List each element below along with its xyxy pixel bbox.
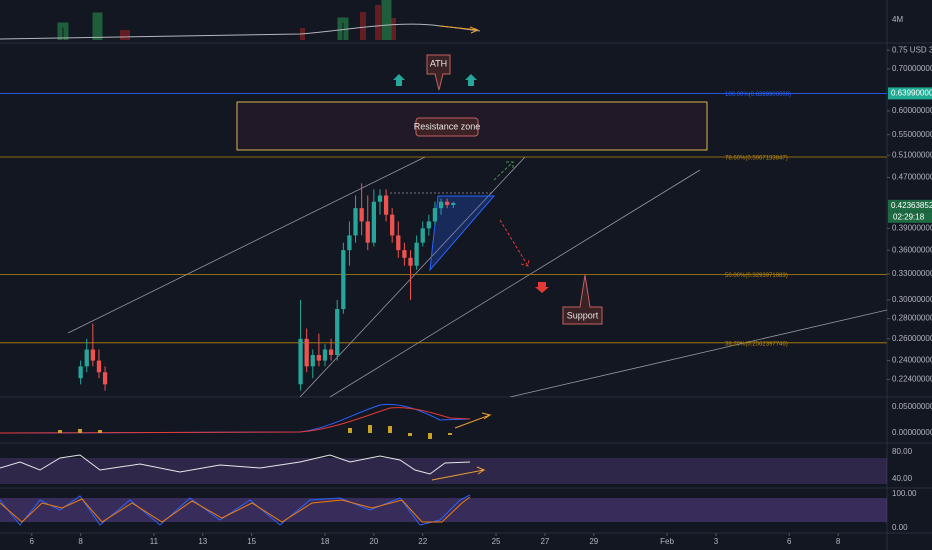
resistance-label: Resistance zone	[414, 121, 481, 131]
x-tick-label: 8	[78, 537, 83, 546]
price-line-label: 50.00%(0.3293971083)	[725, 273, 788, 279]
candle-body	[359, 208, 364, 222]
x-tick-label: 18	[321, 537, 330, 546]
y-tick-label: 0.2400000000	[892, 356, 932, 365]
ath-label: ATH	[430, 58, 447, 68]
macd-scale-label: 0.0500000000	[892, 402, 932, 411]
candle-body	[438, 201, 444, 209]
y-tick-label: 0.3000000000	[892, 295, 932, 304]
rsi-scale-label: 40.00	[892, 474, 913, 483]
candle-body	[341, 250, 346, 310]
candle-body	[78, 366, 83, 379]
x-tick-label: Feb	[660, 537, 674, 546]
price-line-label: 38.20%(0.2562397746)	[725, 341, 788, 347]
candle-body	[96, 360, 102, 373]
x-tick-label: 20	[369, 537, 378, 546]
y-tick-label: 0.3600000000	[892, 245, 932, 254]
candle-body	[445, 201, 450, 205]
candle-body	[402, 250, 407, 258]
candle-body	[347, 235, 352, 251]
timer-badge	[888, 211, 932, 223]
y-tick-label: 0.6000000000	[892, 106, 932, 115]
macd-indicator	[0, 403, 492, 439]
price-badge-label: 0.6399000000	[891, 89, 932, 98]
stoch-scale-label: 100.00	[892, 489, 917, 498]
main-pane: 100.00%(0.6399900000) 78.60%(0.5067133847…	[0, 92, 887, 391]
stoch-scale-label: 0.00	[892, 523, 908, 532]
price-badge-label: 0.4236385266	[891, 201, 932, 210]
candle-body	[310, 355, 315, 367]
y-tick-label: 0.3300000000	[892, 269, 932, 278]
candle-body	[432, 208, 438, 222]
rsi-indicator	[0, 454, 887, 484]
candle-body	[451, 203, 456, 205]
candle-body	[377, 195, 383, 202]
drawings	[67, 54, 887, 397]
y-tick-label: 0.7000000000	[892, 64, 932, 73]
x-tick-label: 27	[540, 537, 549, 546]
y-tick-label: 0.5100000000	[892, 150, 932, 159]
volume-scale-label: 4M	[892, 15, 903, 24]
price-line-label: 100.00%(0.6399900000)	[725, 92, 791, 98]
candle-body	[328, 349, 334, 356]
x-tick-label: 11	[150, 537, 159, 546]
candle-body	[408, 257, 413, 266]
candle-body	[335, 309, 340, 356]
candle-body	[365, 221, 370, 243]
y-tick-label: 0.5500000000	[892, 130, 932, 139]
y-tick-label: 0.2600000000	[892, 334, 932, 343]
timer-label: 02:29:18	[893, 212, 925, 221]
macd-scale-label: 0.0000000000	[892, 428, 932, 437]
candle-body	[353, 208, 358, 236]
x-tick-label: 8	[836, 537, 841, 546]
candle-body	[298, 338, 303, 385]
candle-body	[304, 338, 309, 367]
x-tick-label: 6	[787, 537, 792, 546]
candle-body	[90, 349, 95, 361]
candle-body	[102, 372, 108, 385]
x-tick-label: 6	[30, 537, 35, 546]
price-badge	[888, 199, 932, 212]
x-tick-label: 3	[714, 537, 719, 546]
x-tick-label: 13	[198, 537, 207, 546]
y-tick-label: 0.2240000000	[892, 375, 932, 384]
x-tick-label: 29	[589, 537, 598, 546]
candle-body	[383, 195, 389, 215]
volume-bars	[0, 0, 481, 40]
y-tick-label: 0.75 USD 3000	[892, 45, 932, 54]
candle-body	[396, 235, 401, 251]
stoch-indicator	[0, 494, 887, 526]
candle-body	[84, 349, 89, 367]
candle-body	[420, 228, 425, 243]
candle-body	[390, 214, 395, 236]
price-line-label: 78.60%(0.5067133847)	[725, 156, 788, 162]
price-badge	[888, 87, 932, 100]
x-tick-label: 22	[418, 537, 427, 546]
candle-body	[414, 242, 419, 266]
candle-body	[426, 221, 431, 229]
candle-body	[322, 349, 328, 361]
candle-body	[316, 355, 322, 361]
y-tick-label: 0.2800000000	[892, 314, 932, 323]
rsi-scale-label: 80.00	[892, 447, 913, 456]
candle-body	[371, 201, 376, 243]
x-tick-label: 25	[492, 537, 501, 546]
y-tick-label: 0.4700000000	[892, 173, 932, 182]
y-tick-label: 0.3900000000	[892, 223, 932, 232]
x-tick-label: 15	[247, 537, 256, 546]
support-label: Support	[567, 310, 599, 320]
